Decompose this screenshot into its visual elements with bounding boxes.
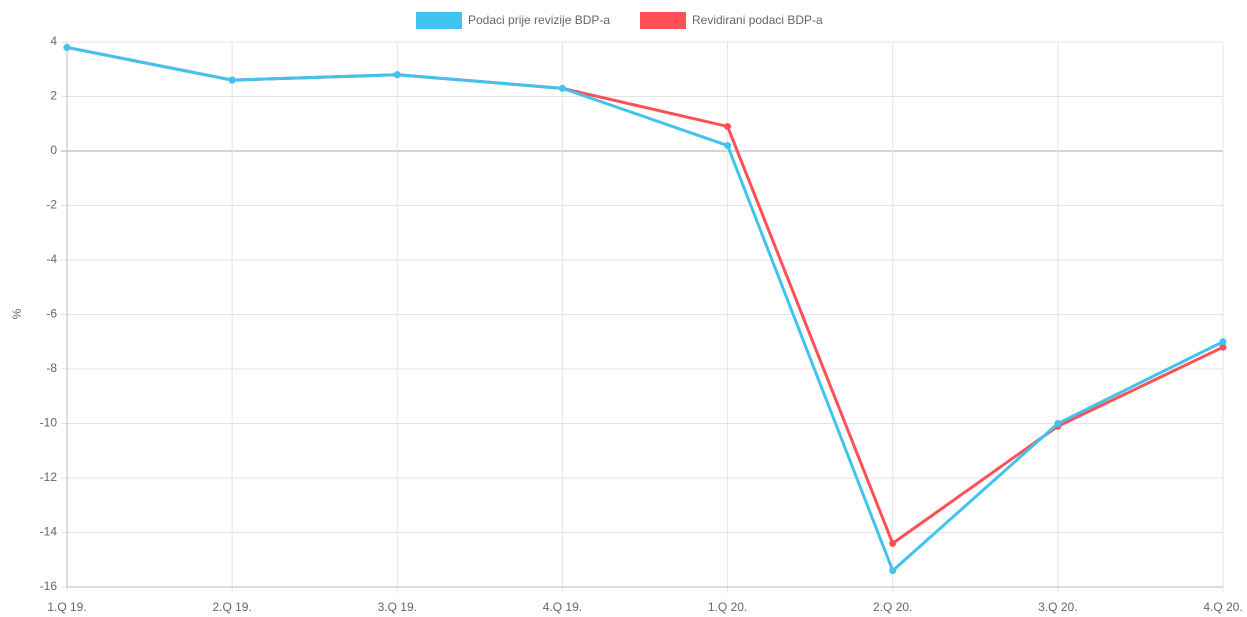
data-point [63, 43, 71, 51]
data-point [393, 71, 401, 79]
x-tick-label: 3.Q 19. [378, 600, 417, 614]
data-point [889, 567, 897, 575]
x-tick-label: 2.Q 19. [212, 600, 251, 614]
data-point [1219, 338, 1227, 346]
y-tick-label: -8 [46, 361, 57, 375]
y-tick-label: -2 [46, 198, 57, 212]
y-tick-label: -16 [40, 579, 58, 593]
data-point [1219, 343, 1227, 351]
legend-swatch [640, 12, 686, 29]
y-tick-label: 2 [50, 89, 57, 103]
x-tick-label: 4.Q 20. [1203, 600, 1242, 614]
data-point [558, 84, 566, 92]
y-tick-label: -10 [40, 416, 58, 430]
legend-label: Revidirani podaci BDP-a [692, 13, 823, 27]
y-tick-label: -4 [46, 252, 57, 266]
x-tick-label: 2.Q 20. [873, 600, 912, 614]
y-tick-label: 4 [50, 34, 57, 48]
data-point [889, 539, 897, 547]
x-tick-label: 4.Q 19. [543, 600, 582, 614]
y-tick-label: 0 [50, 143, 57, 157]
series-line [66, 45, 1224, 546]
data-point [228, 76, 236, 84]
series-line [66, 45, 1224, 574]
x-tick-label: 1.Q 19. [47, 600, 86, 614]
x-tick-label: 1.Q 20. [708, 600, 747, 614]
data-point [724, 122, 732, 130]
y-tick-label: -6 [46, 307, 57, 321]
y-tick-label: -12 [40, 470, 58, 484]
y-axis-label: % [10, 308, 24, 319]
legend-swatch [416, 12, 462, 29]
x-tick-label: 3.Q 20. [1038, 600, 1077, 614]
data-point [1054, 420, 1062, 427]
data-point [724, 142, 732, 150]
legend-label: Podaci prije revizije BDP-a [468, 13, 610, 27]
y-tick-label: -14 [40, 525, 58, 539]
